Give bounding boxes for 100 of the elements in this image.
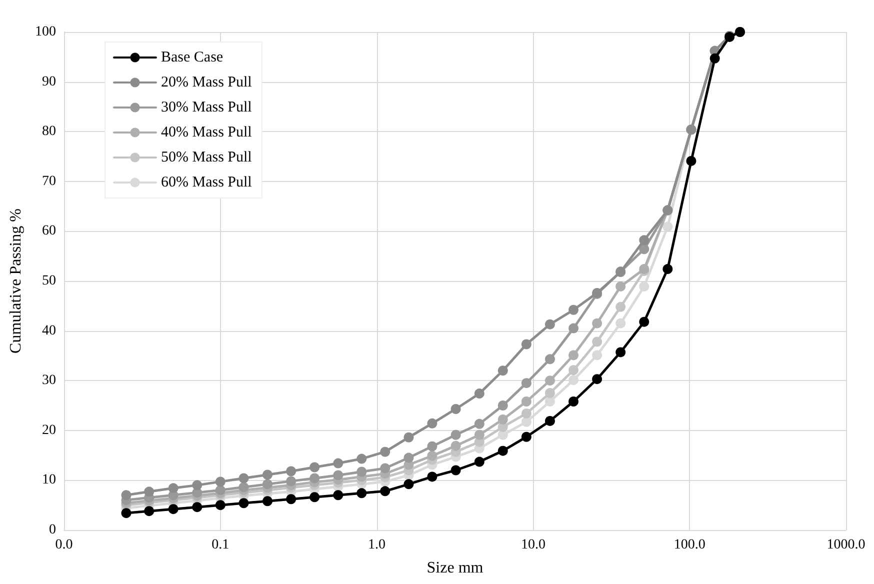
point bbox=[521, 339, 532, 350]
point bbox=[238, 473, 249, 484]
point bbox=[498, 400, 508, 410]
point bbox=[686, 156, 696, 166]
point bbox=[238, 498, 249, 508]
point bbox=[498, 366, 508, 376]
point bbox=[544, 354, 555, 364]
x-tick-label: 10.0 bbox=[520, 538, 546, 552]
x-tick-label: 1.0 bbox=[368, 538, 386, 552]
point bbox=[450, 465, 461, 476]
point bbox=[568, 323, 578, 334]
point bbox=[144, 506, 154, 516]
point bbox=[262, 479, 272, 490]
point bbox=[544, 416, 555, 426]
legend-label: 50% Mass Pull bbox=[161, 150, 252, 166]
point bbox=[333, 470, 344, 480]
point bbox=[286, 466, 296, 476]
y-axis-title: Cumulative Passing % bbox=[8, 208, 24, 354]
x-tick-label: 0.1 bbox=[212, 538, 230, 552]
point bbox=[121, 508, 132, 518]
point bbox=[568, 375, 578, 386]
point bbox=[639, 281, 650, 292]
y-tick-label: 0 bbox=[49, 522, 56, 538]
point bbox=[262, 496, 272, 506]
point bbox=[215, 485, 226, 496]
point bbox=[592, 336, 602, 347]
point bbox=[286, 476, 296, 486]
y-tick-label: 30 bbox=[42, 373, 56, 388]
y-tick-label: 100 bbox=[35, 24, 56, 40]
point bbox=[639, 235, 650, 246]
point bbox=[521, 396, 532, 407]
point bbox=[568, 304, 578, 315]
point bbox=[616, 302, 626, 312]
point bbox=[474, 456, 484, 467]
point bbox=[380, 486, 390, 496]
point bbox=[521, 416, 532, 427]
point bbox=[498, 446, 508, 456]
point bbox=[616, 347, 626, 358]
point bbox=[544, 319, 555, 330]
point bbox=[710, 53, 720, 64]
point bbox=[639, 316, 650, 327]
y-tick-label: 70 bbox=[42, 174, 56, 189]
point bbox=[404, 432, 414, 442]
point bbox=[498, 414, 508, 424]
point bbox=[238, 482, 249, 492]
point bbox=[616, 318, 626, 328]
point bbox=[121, 490, 132, 500]
point bbox=[215, 476, 226, 487]
point bbox=[568, 396, 578, 407]
point bbox=[404, 479, 414, 490]
point bbox=[474, 418, 484, 429]
y-tick-label: 60 bbox=[42, 224, 56, 239]
point bbox=[521, 378, 532, 388]
legend-label: 30% Mass Pull bbox=[161, 100, 252, 116]
point bbox=[310, 492, 320, 502]
x-tick-label: 0.0 bbox=[55, 538, 73, 552]
point bbox=[639, 244, 650, 254]
y-tick-label: 80 bbox=[42, 124, 56, 140]
y-tick-label: 50 bbox=[42, 274, 56, 288]
point bbox=[521, 432, 532, 442]
point bbox=[592, 350, 602, 360]
point bbox=[144, 486, 154, 497]
point bbox=[404, 452, 414, 463]
point bbox=[380, 463, 390, 474]
point bbox=[450, 430, 461, 440]
x-tick-label: 100.0 bbox=[674, 538, 706, 552]
point bbox=[427, 418, 438, 428]
point bbox=[450, 404, 461, 414]
point bbox=[192, 480, 202, 490]
point bbox=[333, 458, 344, 468]
y-tick-label: 10 bbox=[42, 472, 56, 488]
point bbox=[568, 365, 578, 376]
point bbox=[568, 350, 578, 360]
point bbox=[427, 472, 438, 482]
point bbox=[192, 502, 202, 512]
point bbox=[616, 281, 626, 292]
point bbox=[215, 500, 226, 510]
point bbox=[380, 446, 390, 457]
point bbox=[427, 441, 438, 452]
point bbox=[333, 490, 344, 500]
point bbox=[356, 454, 367, 464]
y-tick-label: 40 bbox=[42, 323, 56, 338]
point bbox=[662, 264, 673, 274]
point bbox=[662, 222, 673, 232]
point bbox=[356, 466, 367, 477]
point bbox=[474, 388, 484, 399]
point bbox=[286, 494, 296, 504]
point bbox=[262, 470, 272, 480]
point bbox=[450, 440, 461, 451]
y-tick-label: 90 bbox=[42, 74, 56, 90]
point bbox=[310, 473, 320, 484]
legend-label: 40% Mass Pull bbox=[161, 124, 252, 140]
x-tick-label: 1000.0 bbox=[826, 538, 866, 552]
point bbox=[521, 408, 532, 418]
x-axis-title: Size mm bbox=[426, 560, 484, 576]
point bbox=[356, 488, 367, 498]
point bbox=[544, 388, 555, 398]
point bbox=[168, 504, 178, 514]
point bbox=[592, 318, 602, 328]
point bbox=[592, 374, 602, 384]
